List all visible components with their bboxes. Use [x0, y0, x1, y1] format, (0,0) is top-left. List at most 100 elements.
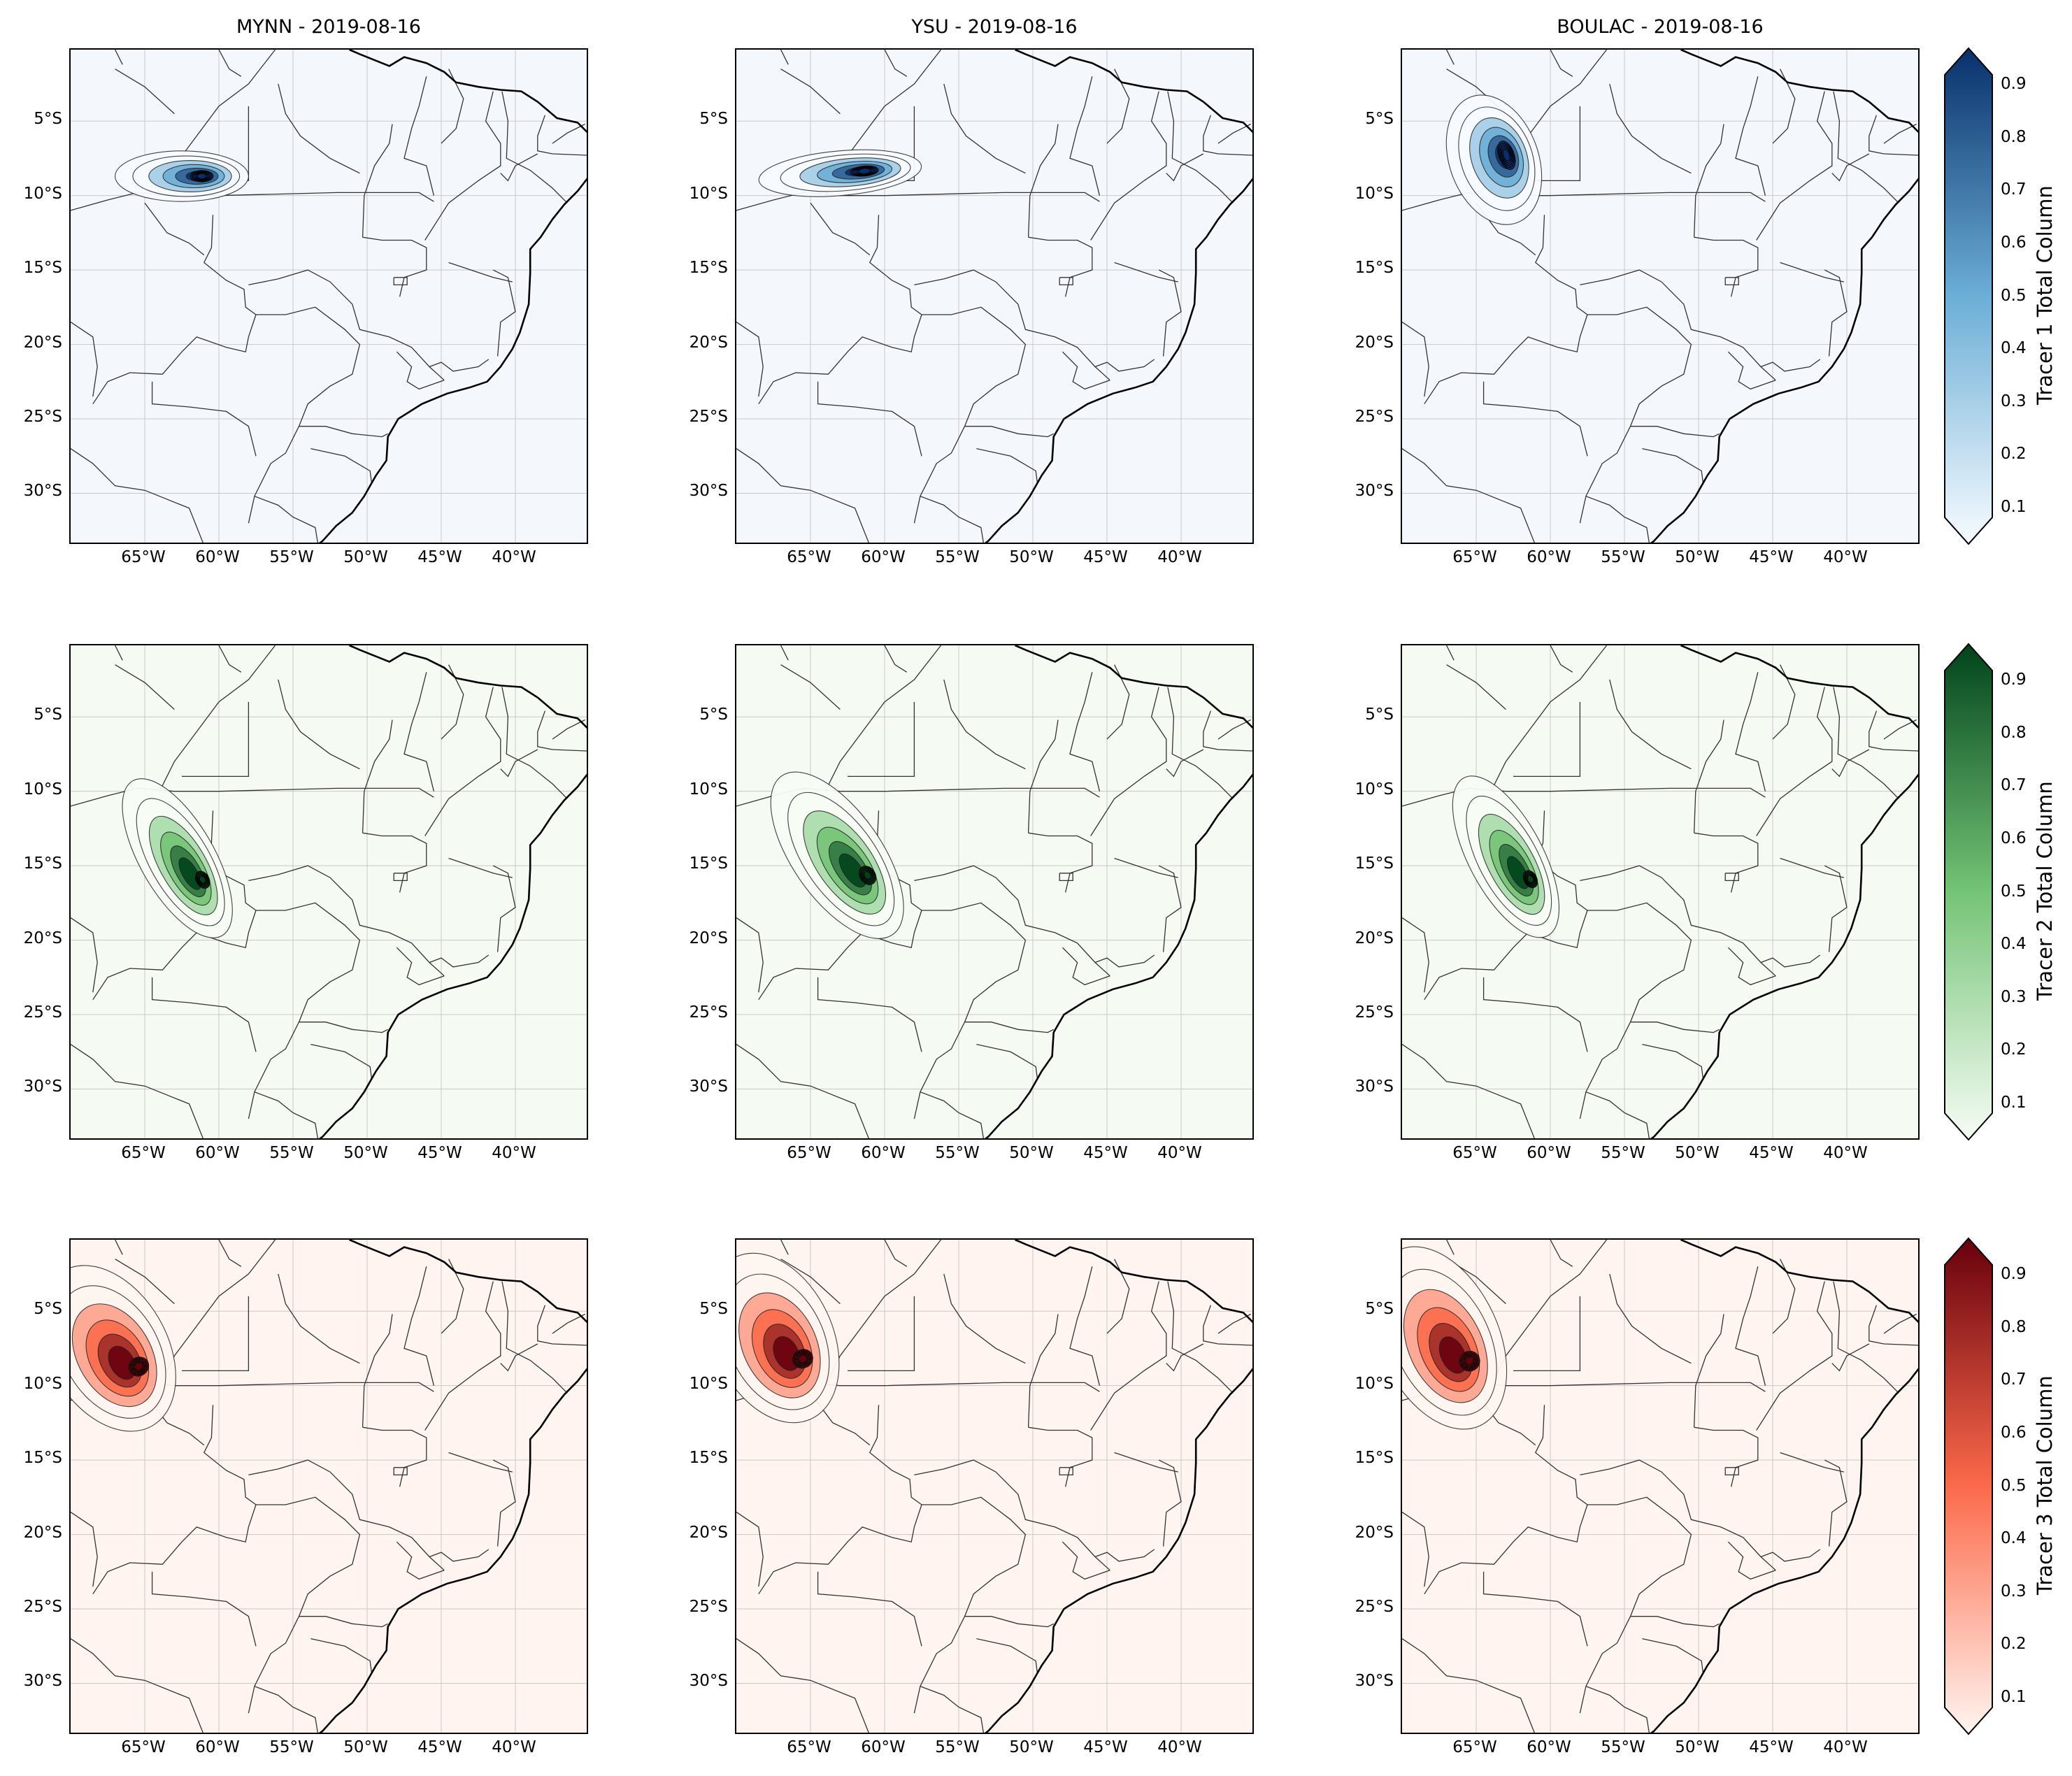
state-boundary	[448, 262, 513, 282]
coastline	[985, 645, 1252, 1138]
state-boundary	[1693, 719, 1724, 833]
longitude-tick-label: 55°W	[1601, 1144, 1645, 1162]
colorbar-tick-label: 0.1	[2001, 1688, 2027, 1706]
latitude-tick-label: 5°S	[34, 706, 62, 724]
concentration-contour	[108, 1345, 136, 1380]
coastline	[1650, 50, 1918, 543]
longitude-tick-label: 40°W	[492, 548, 536, 566]
state-boundary	[1609, 1273, 1692, 1364]
state-boundary	[913, 1616, 966, 1714]
tracer-plume	[1445, 94, 1543, 225]
concentration-contour	[199, 875, 206, 884]
map-panel	[735, 1238, 1254, 1734]
concentration-contour	[798, 1354, 808, 1363]
state-boundary	[151, 977, 257, 1052]
state-boundary	[1550, 50, 1573, 77]
state-boundary	[1869, 115, 1918, 156]
colorbar-gradient	[1944, 1237, 1993, 1735]
state-boundary	[115, 664, 175, 710]
latitude-tick-label: 15°S	[689, 1449, 728, 1468]
state-boundary	[1217, 719, 1251, 740]
latitude-tick-label: 30°S	[23, 1077, 62, 1096]
colorbar	[1944, 1237, 1993, 1735]
map-canvas	[736, 1240, 1252, 1733]
state-boundary	[1694, 236, 1759, 297]
state-boundary	[1756, 91, 1833, 241]
longitude-tick-label: 55°W	[935, 548, 980, 566]
longitude-tick-label: 50°W	[1675, 548, 1720, 566]
state-boundary	[441, 1259, 464, 1334]
state-boundary	[914, 269, 1110, 381]
state-boundary	[943, 83, 1026, 174]
latitude-tick-label: 15°S	[23, 259, 62, 278]
state-boundary	[1587, 902, 1692, 1022]
state-boundary	[492, 865, 516, 952]
state-boundary	[1735, 1266, 1766, 1386]
state-boundary	[501, 687, 568, 799]
state-boundary	[1579, 1616, 1631, 1714]
state-boundary	[1585, 1686, 1650, 1733]
tracer-plume	[758, 149, 922, 197]
longitude-tick-label: 45°W	[1749, 548, 1794, 566]
map-canvas	[1402, 645, 1918, 1138]
latitude-tick-label: 20°S	[23, 333, 62, 352]
state-boundary	[736, 1512, 764, 1587]
state-boundary	[299, 1616, 388, 1628]
colorbar-tick-label: 0.3	[2001, 392, 2027, 410]
coastline	[319, 50, 587, 543]
state-boundary	[424, 91, 501, 241]
map-canvas	[71, 50, 587, 543]
colorbar-tick-label: 0.9	[2001, 75, 2027, 93]
state-boundary	[1069, 672, 1101, 792]
map-canvas	[1402, 1240, 1918, 1733]
state-boundary	[1446, 50, 1455, 65]
state-boundary	[780, 1259, 841, 1305]
state-boundary	[922, 1496, 1027, 1617]
state-boundary	[1642, 1043, 1704, 1079]
longitude-tick-label: 60°W	[1527, 1738, 1571, 1756]
state-boundary	[1402, 322, 1429, 397]
state-boundary	[1772, 664, 1796, 740]
state-boundary	[1446, 1240, 1455, 1255]
colorbar-label: Tracer 2 Total Column	[2033, 780, 2057, 1001]
state-boundary	[501, 1281, 568, 1394]
latitude-tick-label: 10°S	[1355, 184, 1394, 203]
longitude-tick-label: 45°W	[417, 1144, 462, 1162]
longitude-tick-label: 50°W	[1009, 1738, 1054, 1756]
state-boundary	[1579, 1022, 1631, 1119]
tracer-plume	[1452, 775, 1560, 938]
state-boundary	[256, 1496, 361, 1617]
state-boundary	[1580, 269, 1776, 381]
state-boundary	[1727, 1541, 1776, 1580]
longitude-tick-label: 50°W	[1009, 1144, 1054, 1162]
longitude-tick-label: 40°W	[1823, 1144, 1868, 1162]
state-boundary	[1027, 124, 1059, 238]
state-boundary	[278, 83, 360, 174]
colorbar-tick-label: 0.9	[2001, 671, 2027, 689]
longitude-tick-label: 40°W	[1823, 1738, 1868, 1756]
state-boundary	[1094, 954, 1155, 968]
state-boundary	[159, 1240, 276, 1386]
colorbar-tick-label: 0.3	[2001, 1582, 2027, 1600]
state-boundary	[310, 1043, 373, 1079]
colorbar-tick-label: 0.2	[2001, 1040, 2027, 1059]
state-boundary	[1106, 1259, 1130, 1334]
tracer-plume	[71, 1265, 176, 1432]
longitude-tick-label: 65°W	[1452, 1738, 1497, 1756]
latitude-tick-label: 15°S	[689, 259, 728, 278]
state-boundary	[362, 719, 393, 833]
state-boundary	[71, 917, 98, 993]
colorbar-tick-label: 0.6	[2001, 829, 2027, 847]
panel-title: BOULAC - 2019-08-16	[1557, 16, 1764, 38]
state-boundary	[1028, 832, 1093, 893]
tracer-plume	[115, 150, 249, 202]
colorbar-tick-label: 0.4	[2001, 1529, 2027, 1548]
longitude-tick-label: 50°W	[1675, 1144, 1720, 1162]
state-boundary	[1402, 787, 1766, 807]
colorbar-tick-label: 0.5	[2001, 286, 2027, 305]
latitude-tick-label: 30°S	[1355, 482, 1394, 501]
state-boundary	[1642, 447, 1704, 483]
state-boundary	[218, 1240, 242, 1267]
state-boundary	[1587, 306, 1692, 427]
colorbar-gradient	[1944, 47, 1993, 545]
